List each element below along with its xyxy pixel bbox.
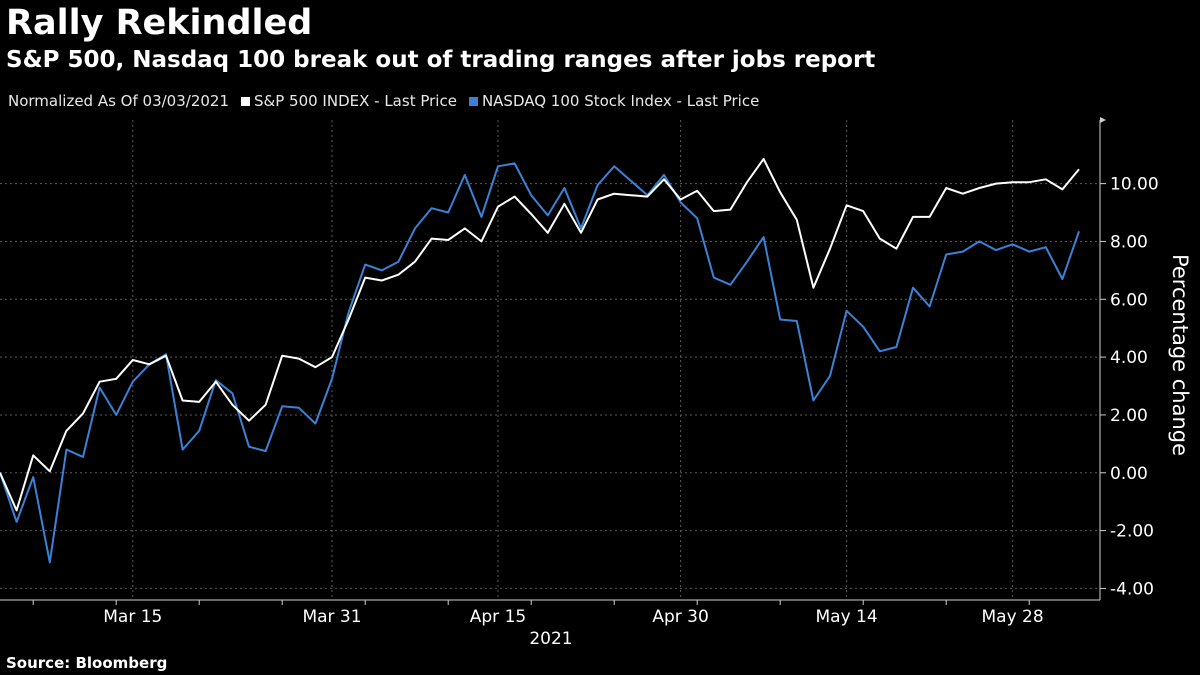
- source-note: Source: Bloomberg: [6, 654, 168, 672]
- y-tick-label: 4.00: [1110, 348, 1148, 368]
- y-tick-label: 6.00: [1110, 290, 1148, 310]
- legend-note-label: Normalized As Of 03/03/2021: [8, 92, 229, 110]
- x-tick-label: Mar 31: [302, 607, 361, 627]
- y-axis-title: Percentage change: [1168, 254, 1192, 456]
- series-line-nasdaq: [0, 162, 1080, 564]
- chart-title: Rally Rekindled: [6, 3, 313, 43]
- legend-item-sp500: S&P 500 INDEX - Last Price: [241, 90, 457, 112]
- x-axis-title: 2021: [529, 629, 572, 649]
- legend-item-nasdaq: NASDAQ 100 Stock Index - Last Price: [468, 90, 760, 112]
- x-tick-label: Apr 30: [652, 607, 708, 627]
- y-tick-label: 8.00: [1110, 232, 1148, 252]
- y-tick-label: 0.00: [1110, 464, 1148, 484]
- y-tick-label: 2.00: [1110, 406, 1148, 426]
- x-tick-label: May 14: [816, 607, 878, 627]
- y-tick-label: -4.00: [1110, 579, 1154, 599]
- y-tick-label: 10.00: [1110, 175, 1159, 195]
- legend-label-nasdaq: NASDAQ 100 Stock Index - Last Price: [481, 92, 760, 110]
- x-tick-label: May 28: [982, 607, 1044, 627]
- y-axis-arrow: [1100, 117, 1106, 123]
- legend-label-sp500: S&P 500 INDEX - Last Price: [254, 92, 457, 110]
- legend-swatch-sp500: [241, 96, 250, 106]
- legend: Normalized As Of 03/03/2021 S&P 500 INDE…: [8, 90, 759, 112]
- series-line-sp500: [0, 158, 1080, 512]
- x-tick-label: Apr 15: [470, 607, 526, 627]
- legend-swatch-nasdaq: [468, 96, 478, 106]
- y-tick-label: -2.00: [1110, 522, 1154, 542]
- chart-subtitle: S&P 500, Nasdaq 100 break out of trading…: [6, 47, 876, 73]
- legend-note: Normalized As Of 03/03/2021: [8, 90, 229, 112]
- x-tick-label: Mar 15: [103, 607, 162, 627]
